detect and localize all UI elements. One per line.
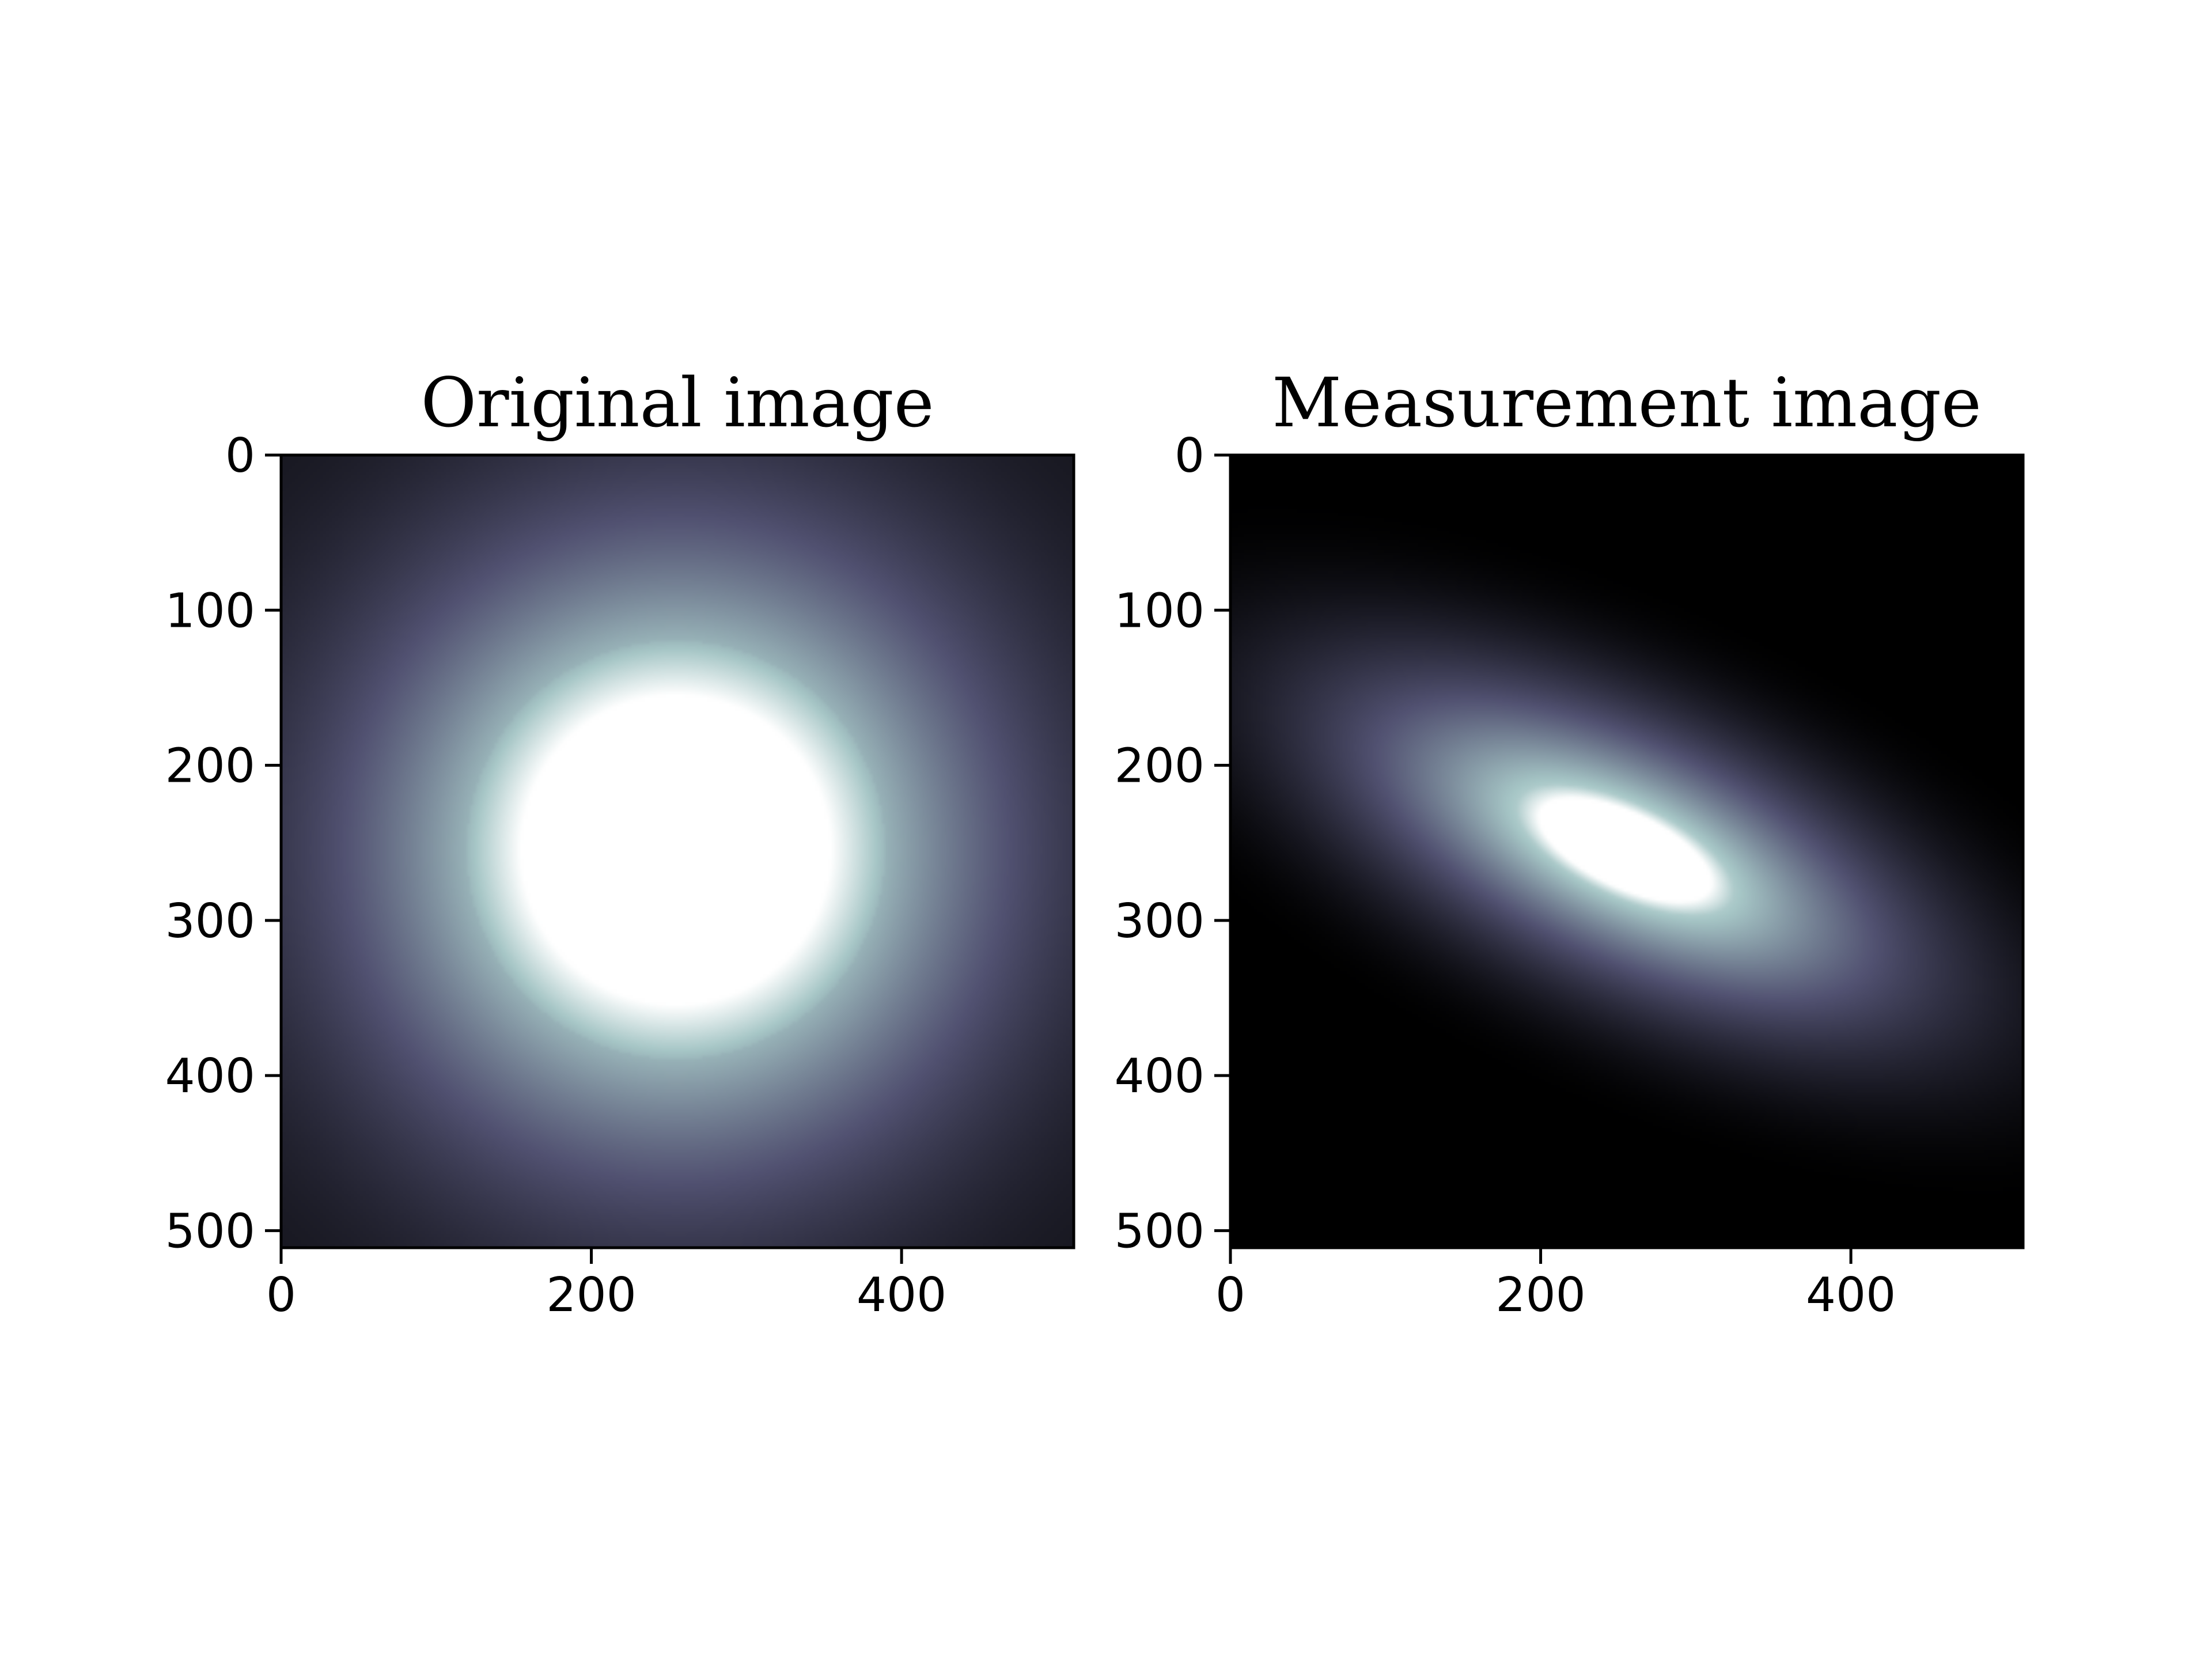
subplot-title-measurement: Measurement image [1272,363,1982,442]
y-tick-label: 500 [165,1204,255,1259]
subplot-original-image: Original image 0 200 400 0 100 200 300 400 500 [165,363,1075,1323]
heatmap-image-measurement [1230,455,2023,1248]
y-axis-original: 0 100 200 300 400 500 [165,429,281,1259]
y-tick-label: 500 [1114,1204,1205,1259]
y-tick-label: 100 [1114,584,1205,638]
y-tick-label: 100 [165,584,255,638]
y-tick-label: 200 [165,739,255,794]
x-tick-label: 200 [1495,1268,1586,1323]
axes-frame-original [279,453,1075,1249]
x-axis-original: 0 200 400 [266,1248,946,1323]
y-tick-label: 400 [1114,1049,1205,1104]
y-axis-measurement: 0 100 200 300 400 500 [1114,429,1230,1259]
y-tick-label: 400 [165,1049,255,1104]
subplot-title-original: Original image [421,363,934,442]
y-tick-label: 0 [1175,429,1205,483]
y-tick-label: 200 [1114,739,1205,794]
x-tick-label: 400 [1806,1268,1896,1323]
y-tick-label: 0 [225,429,255,483]
axes-frame-measurement [1229,453,2025,1249]
x-tick-label: 400 [857,1268,947,1323]
heatmap-image-original [281,455,1074,1248]
x-axis-measurement: 0 200 400 [1215,1248,1896,1323]
subplot-measurement-image: Measurement image 0 200 400 0 100 200 300 400 5… [1114,363,2025,1323]
x-tick-label: 200 [546,1268,637,1323]
y-tick-label: 300 [1114,894,1205,949]
x-tick-label: 0 [266,1268,296,1323]
x-tick-label: 0 [1215,1268,1245,1323]
y-tick-label: 300 [165,894,255,949]
